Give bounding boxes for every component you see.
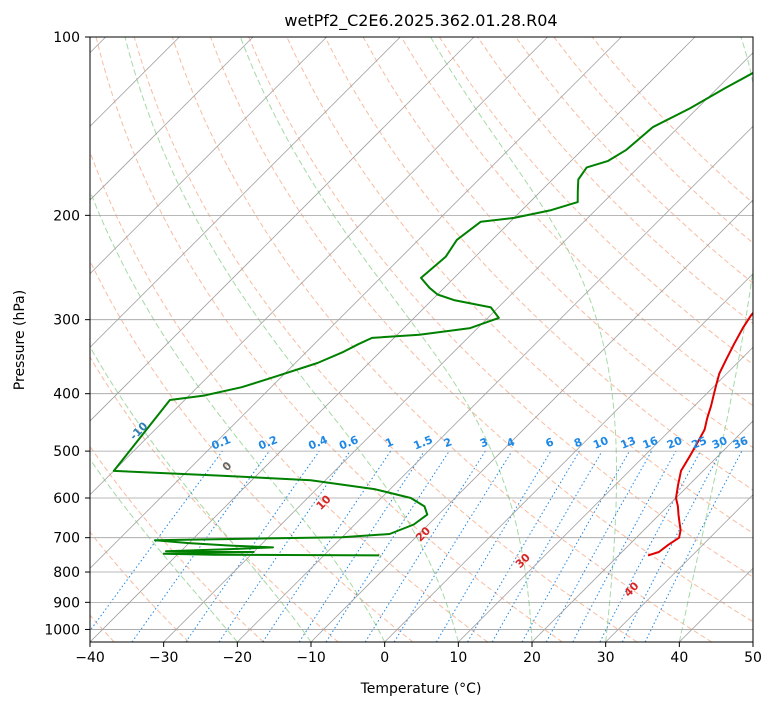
isotherm-line <box>531 420 753 642</box>
temperature-line <box>647 311 753 557</box>
isotherms <box>90 37 753 642</box>
mixing-ratio-line <box>325 450 450 642</box>
x-tick-label: 30 <box>597 650 615 666</box>
moist-adiabat-line <box>90 345 312 642</box>
dry-adiabat-line <box>95 37 563 642</box>
isotherm-line <box>90 37 622 569</box>
mixing-ratio-label: 3 <box>478 435 490 450</box>
isotherm-line <box>458 346 753 642</box>
pressure-gridlines <box>90 37 753 630</box>
dry-adiabat-line <box>90 445 264 642</box>
y-tick-label: 100 <box>53 30 80 46</box>
x-tick-label: 0 <box>380 650 389 666</box>
isotherm-line <box>90 37 475 422</box>
mixing-ratio-line <box>218 450 351 642</box>
y-tick-label: 400 <box>53 387 80 403</box>
isotherm-line <box>605 494 753 642</box>
mixing-ratio-label: 16 <box>641 434 660 452</box>
y-tick-label: 600 <box>53 491 80 507</box>
profile-lines <box>112 71 753 557</box>
y-tick-label: 900 <box>53 595 80 611</box>
dry-adiabat-line <box>248 37 753 578</box>
mixing-ratio-line <box>572 450 677 642</box>
dry-adiabat-line <box>90 531 190 642</box>
x-axis-label: Temperature (°C) <box>360 681 482 697</box>
plot-frame <box>89 36 754 643</box>
dry-adiabat-line <box>90 150 488 642</box>
mixing-ratio-lines <box>90 450 743 642</box>
y-tick-label: 200 <box>53 208 80 224</box>
dry-adiabat-line <box>90 356 339 642</box>
isotherm-line <box>90 37 548 496</box>
x-tick-label: 50 <box>744 650 762 666</box>
dry-adiabat-line <box>324 37 753 491</box>
mixing-ratio-line <box>393 450 513 642</box>
dry-adiabat-line <box>438 37 753 366</box>
mixing-ratio-label: 2 <box>442 435 454 450</box>
isotherm-line <box>237 125 753 642</box>
mixing-ratio-label: 20 <box>665 434 684 452</box>
mixing-ratio-label: 13 <box>619 434 638 452</box>
y-tick-label: 300 <box>53 313 80 329</box>
dry-adiabat-line <box>171 37 712 642</box>
y-tick-label: 800 <box>53 565 80 581</box>
y-tick-label: 500 <box>53 444 80 460</box>
x-tick-label: 20 <box>523 650 541 666</box>
y-tick-label: 700 <box>53 531 80 547</box>
dry-adiabat-line <box>210 37 753 623</box>
x-tick-label: 10 <box>449 650 467 666</box>
x-tick-label: 40 <box>670 650 688 666</box>
moist-adiabat-line <box>124 37 459 642</box>
mixing-ratio-line <box>131 450 270 642</box>
moist-adiabat-line <box>90 458 238 642</box>
mixing-ratio-label: 25 <box>690 434 709 452</box>
dry-adiabats <box>90 37 753 642</box>
mixing-ratio-line <box>185 450 320 642</box>
isotherm-line <box>163 52 753 642</box>
x-axis-ticks: −40 −30 −20 −10 0 10 20 30 40 50 <box>75 642 762 666</box>
dry-adiabat-line <box>400 37 753 407</box>
x-tick-label: −30 <box>149 650 179 666</box>
dewpoint-line <box>112 71 753 557</box>
isotherm-line <box>90 37 401 348</box>
mixing-ratio-label: 1 <box>383 435 395 450</box>
mixing-ratio-line <box>90 450 223 632</box>
dry-adiabat-line <box>133 37 638 642</box>
y-axis-label: Pressure (hPa) <box>12 290 28 390</box>
mixing-ratio-label: 10 <box>591 434 610 452</box>
isotherm-line <box>384 273 753 642</box>
moist-adiabat-line <box>678 37 753 642</box>
y-axis-ticks: 100 200 300 400 500 600 700 800 900 1000 <box>44 30 90 638</box>
moist-adiabat-line <box>239 37 533 642</box>
x-tick-label: −10 <box>296 650 326 666</box>
mixing-ratio-line <box>521 450 630 642</box>
moist-adiabats <box>90 37 753 642</box>
mixing-ratio-line <box>545 450 653 642</box>
x-tick-label: −40 <box>75 650 105 666</box>
moist-adiabat-line <box>430 37 617 642</box>
moist-adiabat-line <box>90 189 386 642</box>
mixing-ratio-label: 30 <box>710 434 729 452</box>
mixing-ratio-label: 36 <box>731 434 750 452</box>
chart-title: wetPf2_C2E6.2025.362.01.28.R04 <box>284 11 557 31</box>
dry-adiabat-line <box>515 37 753 284</box>
mixing-ratio-line <box>644 450 743 642</box>
isotherm-line <box>310 199 753 642</box>
mixing-ratio-label: 8 <box>572 435 584 450</box>
isotherm-line <box>90 37 327 275</box>
y-tick-label: 1000 <box>44 622 80 638</box>
isotherm-line <box>90 37 254 201</box>
isotherm-line <box>90 37 696 642</box>
x-tick-label: −20 <box>223 650 253 666</box>
mixing-ratio-line <box>262 450 392 642</box>
